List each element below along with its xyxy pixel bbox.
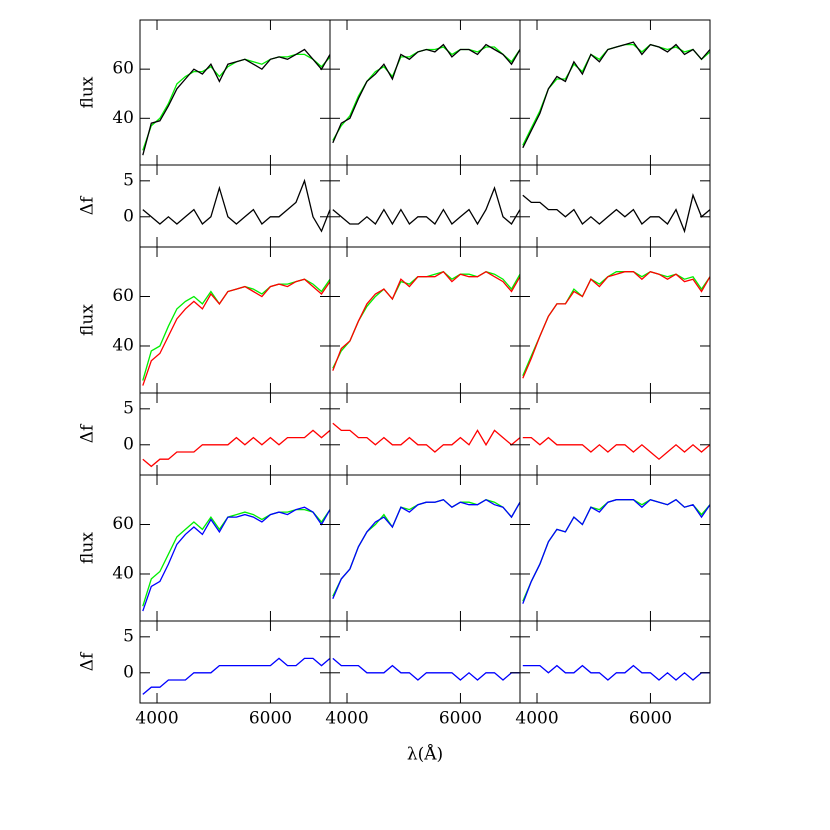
- panel-frame: [329, 19, 521, 166]
- y-tick-label: 40: [112, 563, 134, 583]
- x-tick-label: 4000: [515, 709, 558, 729]
- spectrum-line: [142, 657, 331, 695]
- panel-frame: [139, 164, 331, 248]
- panel-frame: [329, 164, 521, 248]
- spectrum-line: [142, 506, 331, 612]
- panel-frame: [519, 392, 711, 476]
- panel-frame: [519, 246, 711, 394]
- y-tick-label: 60: [112, 514, 134, 534]
- spectrum-line: [332, 270, 521, 369]
- y-tick-label: 40: [112, 108, 134, 128]
- panel-frame: [519, 164, 711, 248]
- y-tick-label: 60: [112, 59, 134, 79]
- x-axis-label: λ(Å): [407, 744, 443, 765]
- spectrum-line: [522, 664, 710, 681]
- y-tick-label: 5: [123, 626, 134, 646]
- y-tick-label: 0: [123, 206, 134, 226]
- spectrum-line: [142, 48, 331, 156]
- y-axis-label: Δf: [78, 651, 98, 671]
- panel-frame: [519, 474, 711, 622]
- spectrum-line: [332, 422, 521, 453]
- y-axis-label: Δf: [78, 195, 98, 215]
- spectrum-line: [142, 178, 331, 233]
- spectrum-line: [332, 186, 521, 226]
- y-tick-label: 5: [123, 170, 134, 190]
- spectrum-line: [522, 270, 711, 376]
- spectrum-line: [332, 43, 521, 144]
- x-tick-label: 6000: [629, 709, 672, 729]
- panel-frame: [329, 620, 521, 704]
- x-tick-label: 4000: [325, 709, 368, 729]
- panel-frame: [519, 19, 711, 166]
- spectrum-line: [522, 43, 711, 146]
- spectrum-line: [332, 498, 521, 597]
- panel-frame: [139, 620, 331, 704]
- spectrum-line: [522, 41, 711, 149]
- y-axis-label: flux: [78, 304, 98, 336]
- panel-frame: [519, 620, 711, 704]
- spectrum-line: [332, 270, 521, 371]
- spectrum-line: [522, 498, 711, 602]
- panel-frame: [139, 19, 331, 166]
- panel-frame: [329, 392, 521, 476]
- x-tick-label: 4000: [135, 709, 178, 729]
- panel-frame: [139, 474, 331, 622]
- x-tick-label: 6000: [439, 709, 482, 729]
- y-axis-label: flux: [78, 532, 98, 564]
- panel-frame: [139, 392, 331, 476]
- y-tick-label: 40: [112, 335, 134, 355]
- panel-frame: [139, 246, 331, 394]
- spectrum-line: [142, 278, 331, 386]
- spectrum-line: [522, 193, 711, 234]
- y-tick-label: 0: [123, 662, 134, 682]
- spectrum-line: [142, 508, 331, 607]
- y-tick-label: 0: [123, 434, 134, 454]
- y-axis-label: Δf: [78, 423, 98, 443]
- x-tick-label: 6000: [249, 709, 292, 729]
- spectrum-line: [522, 498, 711, 604]
- spectrum-line: [332, 498, 521, 599]
- spectrum-line: [332, 657, 520, 681]
- spectrum-line: [522, 270, 711, 379]
- y-tick-label: 5: [123, 398, 134, 418]
- spectrum-line: [522, 436, 711, 461]
- y-axis-label: flux: [78, 76, 98, 108]
- y-tick-label: 60: [112, 286, 134, 306]
- spectrum-line: [142, 429, 331, 468]
